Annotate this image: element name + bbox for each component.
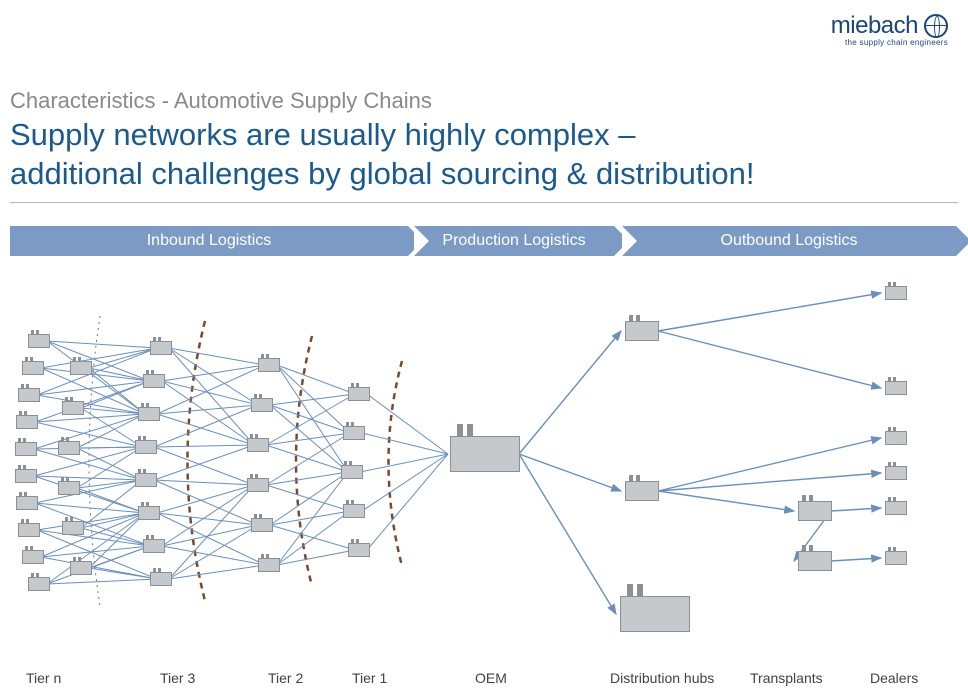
dealer-node — [885, 381, 907, 395]
tier-3-node — [150, 572, 172, 586]
column-label: Tier 1 — [352, 670, 387, 686]
tier-n-node — [62, 401, 84, 415]
stage-label: Inbound Logistics — [147, 232, 272, 250]
tier-n-node — [15, 469, 37, 483]
stage-label: Production Logistics — [442, 232, 585, 250]
dealer-node — [885, 431, 907, 445]
distribution-hub-node — [625, 481, 659, 501]
tier-3-node — [138, 506, 160, 520]
tier-n-node — [16, 415, 38, 429]
column-label: Tier 2 — [268, 670, 303, 686]
column-label: Tier 3 — [160, 670, 195, 686]
brand-tagline: the supply chain engineers — [831, 38, 948, 47]
column-label: Distribution hubs — [610, 670, 714, 686]
tier-n-node — [28, 577, 50, 591]
page-title-line1: Supply networks are usually highly compl… — [10, 116, 754, 155]
oem-node — [450, 436, 520, 472]
brand-name: miebach — [831, 12, 918, 40]
stage-label: Outbound Logistics — [721, 232, 858, 250]
tier-3-node — [135, 473, 157, 487]
supply-network-diagram — [0, 266, 968, 666]
tier-n-node — [28, 334, 50, 348]
dealer-node — [885, 286, 907, 300]
tier-3-node — [143, 539, 165, 553]
tier-n-node — [15, 442, 37, 456]
dealer-node — [885, 501, 907, 515]
tier-2-node — [258, 558, 280, 572]
transplant-node — [798, 551, 832, 571]
tier-n-node — [18, 523, 40, 537]
tier-n-node — [58, 481, 80, 495]
brand-name-row: miebach — [831, 12, 948, 40]
tier-1-node — [343, 504, 365, 518]
column-label: Transplants — [750, 670, 823, 686]
dealer-node — [885, 466, 907, 480]
page-title: Supply networks are usually highly compl… — [10, 116, 754, 194]
page-subtitle: Characteristics - Automotive Supply Chai… — [10, 88, 432, 114]
dealer-node — [885, 551, 907, 565]
tier-2-node — [251, 398, 273, 412]
tier-n-node — [62, 521, 84, 535]
tier-n-node — [16, 496, 38, 510]
distribution-hub-node — [620, 596, 690, 632]
tier-2-node — [247, 478, 269, 492]
tier-3-node — [150, 341, 172, 355]
tier-3-node — [138, 407, 160, 421]
brand-logo: miebach the supply chain engineers — [831, 12, 948, 47]
tier-1-node — [343, 426, 365, 440]
divider — [10, 202, 958, 203]
distribution-hub-node — [625, 321, 659, 341]
tier-1-node — [348, 387, 370, 401]
tier-2-node — [258, 358, 280, 372]
column-labels: Tier n Tier 3 Tier 2 Tier 1 OEM Distribution … — [0, 670, 968, 692]
tier-2-node — [247, 438, 269, 452]
tier-n-node — [18, 388, 40, 402]
page-title-line2: additional challenges by global sourcing… — [10, 155, 754, 194]
transplant-node — [798, 501, 832, 521]
stage-chevron: Production Logistics — [414, 226, 614, 256]
tier-n-node — [22, 361, 44, 375]
tier-3-node — [135, 440, 157, 454]
tier-2-node — [251, 518, 273, 532]
tier-n-node — [70, 361, 92, 375]
tier-n-node — [70, 561, 92, 575]
stage-chevron: Outbound Logistics — [622, 226, 956, 256]
tier-1-node — [341, 465, 363, 479]
tier-n-node — [58, 441, 80, 455]
stage-chevron: Inbound Logistics — [10, 226, 408, 256]
tier-1-node — [348, 543, 370, 557]
column-label: Dealers — [870, 670, 918, 686]
stage-chevrons: Inbound Logistics Production Logistics Out… — [10, 226, 958, 256]
tier-3-node — [143, 374, 165, 388]
tier-n-node — [22, 550, 44, 564]
column-label: Tier n — [26, 670, 61, 686]
globe-icon — [924, 14, 948, 38]
column-label: OEM — [475, 670, 507, 686]
